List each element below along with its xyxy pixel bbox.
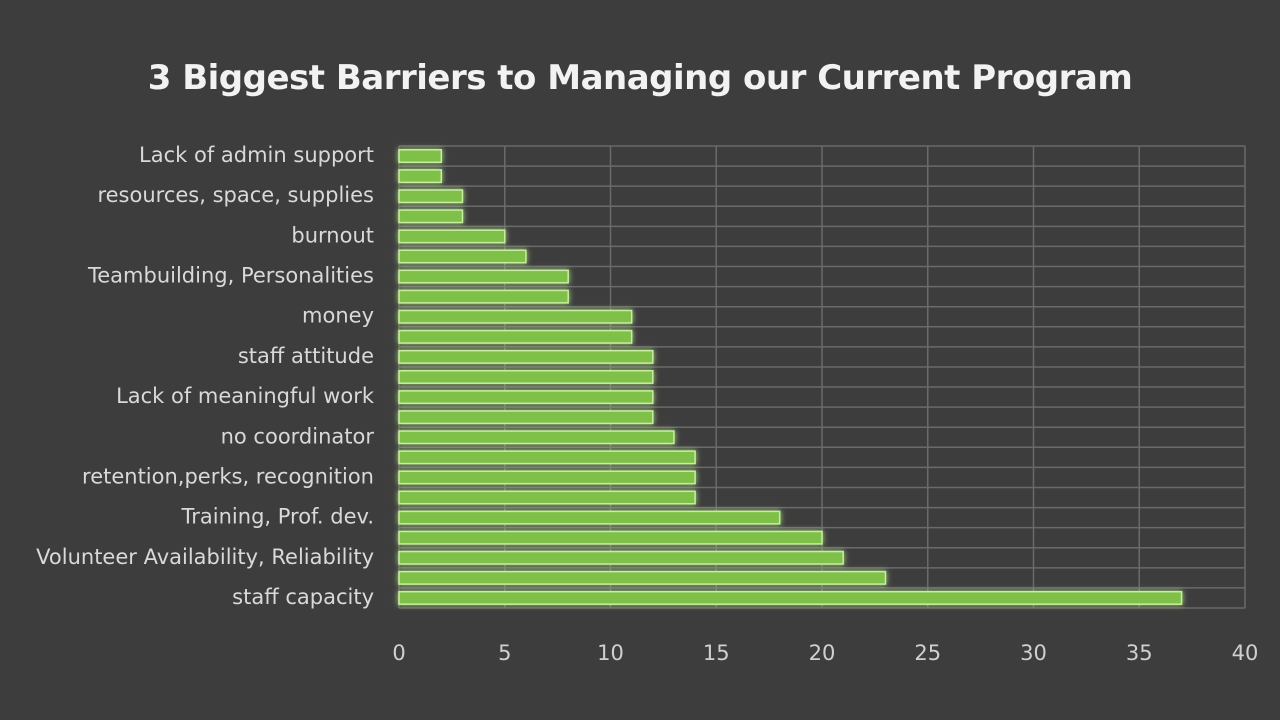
x-tick-label-8: 40 [1232,641,1259,665]
category-label-22: staff capacity [232,585,374,609]
bar-17 [398,490,696,505]
bar-16 [398,470,696,485]
bar-6 [398,269,569,284]
x-tick-label-6: 30 [1020,641,1047,665]
bar-13 [398,410,654,425]
bar-2 [398,189,464,204]
category-label-6: Teambuilding, Personalities [87,264,374,288]
bar-20 [398,550,844,565]
bar-1 [398,169,443,184]
bar-10 [398,349,654,364]
bar-5 [398,249,527,264]
bar-14 [398,430,675,445]
x-tick-label-0: 0 [392,641,405,665]
x-tick-label-5: 25 [914,641,941,665]
bar-12 [398,390,654,405]
category-label-10: staff attitude [238,344,374,368]
x-tick-label-2: 10 [597,641,624,665]
bar-21 [398,570,887,585]
category-label-14: no coordinator [221,424,375,448]
bar-0 [398,149,443,164]
category-label-8: money [302,304,374,328]
x-tick-label-4: 20 [809,641,836,665]
category-label-4: burnout [291,223,374,247]
bar-3 [398,209,464,224]
bar-22 [398,590,1183,605]
category-label-20: Volunteer Availability, Reliability [36,545,374,569]
bar-4 [398,229,506,244]
chart-title: 3 Biggest Barriers to Managing our Curre… [147,58,1133,98]
x-tick-label-7: 35 [1126,641,1153,665]
category-label-0: Lack of admin support [139,143,374,167]
x-tick-label-3: 15 [703,641,730,665]
bar-15 [398,450,696,465]
gridlines [398,145,1246,609]
bar-9 [398,329,633,344]
bars [398,149,1183,605]
bar-19 [398,530,823,545]
category-label-18: Training, Prof. dev. [181,505,374,529]
bar-18 [398,510,781,525]
category-label-12: Lack of meaningful work [116,384,375,408]
bar-7 [398,289,569,304]
category-label-16: retention,perks, recognition [82,464,374,488]
category-label-2: resources, space, supplies [97,183,374,207]
bar-8 [398,309,633,324]
bar-11 [398,370,654,384]
x-axis-ticks: 0 5 10 15 20 25 30 35 40 [392,641,1258,665]
x-tick-label-1: 5 [498,641,511,665]
category-labels: Lack of admin support resources, space, s… [36,143,375,609]
